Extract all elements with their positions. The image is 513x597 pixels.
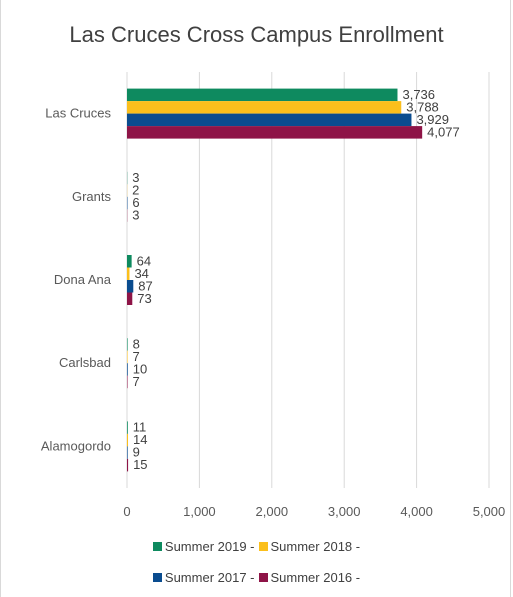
legend-row-2: Summer 2017 - Summer 2016 -: [0, 570, 513, 585]
category-label: Dona Ana: [54, 272, 112, 287]
bar: [127, 113, 412, 127]
data-label: 34: [134, 266, 148, 281]
category-label: Alamogordo: [41, 438, 111, 453]
bar: [127, 446, 128, 459]
x-tick-label: 3,000: [328, 504, 361, 519]
legend-row-1: Summer 2019 - Summer 2018 -: [0, 539, 513, 554]
data-label: 8: [133, 336, 140, 351]
bar: [127, 292, 133, 305]
legend-swatch: [152, 573, 162, 582]
legend-item-summer-2019: Summer 2019 -: [152, 539, 255, 554]
bar: [127, 255, 132, 268]
legend-item-summer-2018: Summer 2018 -: [258, 539, 361, 554]
bar: [127, 88, 398, 102]
data-label: 64: [137, 253, 151, 268]
bar: [127, 363, 128, 376]
data-label: 15: [133, 457, 147, 472]
data-label: 10: [133, 361, 147, 376]
bar: [127, 267, 130, 280]
bar: [127, 433, 129, 447]
data-label: 7: [133, 374, 140, 389]
x-tick-label: 4,000: [400, 504, 433, 519]
chart-title: Las Cruces Cross Campus Enrollment: [69, 22, 444, 47]
data-label: 87: [138, 278, 152, 293]
bar: [127, 126, 423, 139]
legend-label: Summer 2016 -: [270, 570, 361, 585]
data-label: 3: [132, 208, 139, 223]
bar: [127, 338, 128, 351]
data-label: 3,929: [416, 112, 449, 127]
data-label: 2: [132, 183, 139, 198]
legend-label: Summer 2017 -: [164, 570, 255, 585]
bar: [127, 101, 402, 114]
data-label: 3: [132, 170, 139, 185]
bar: [127, 280, 134, 293]
legend-swatch: [258, 542, 268, 551]
data-label: 73: [137, 291, 151, 306]
legend-item-summer-2016: Summer 2016 -: [258, 570, 361, 585]
category-label: Carlsbad: [59, 355, 111, 370]
legend-label: Summer 2018 -: [270, 539, 361, 554]
bar: [127, 421, 128, 434]
data-label: 3,736: [402, 87, 435, 102]
data-label: 6: [132, 195, 139, 210]
x-tick-label: 2,000: [256, 504, 289, 519]
legend-swatch: [258, 573, 268, 582]
data-label: 4,077: [427, 124, 460, 139]
x-tick-label: 0: [123, 504, 130, 519]
data-label: 11: [133, 420, 147, 435]
x-tick-label: 1,000: [183, 504, 216, 519]
data-label: 3,788: [406, 99, 439, 114]
category-label: Grants: [72, 189, 112, 204]
category-label: Las Cruces: [45, 106, 111, 121]
bar: [127, 375, 128, 389]
data-label: 9: [133, 445, 140, 460]
data-label: 7: [133, 349, 140, 364]
legend-label: Summer 2019 -: [164, 539, 255, 554]
bar: [127, 350, 128, 364]
bar: [127, 458, 129, 472]
legend-item-summer-2017: Summer 2017 -: [152, 570, 255, 585]
data-label: 14: [133, 432, 147, 447]
x-tick-label: 5,000: [473, 504, 506, 519]
legend-swatch: [152, 542, 162, 551]
